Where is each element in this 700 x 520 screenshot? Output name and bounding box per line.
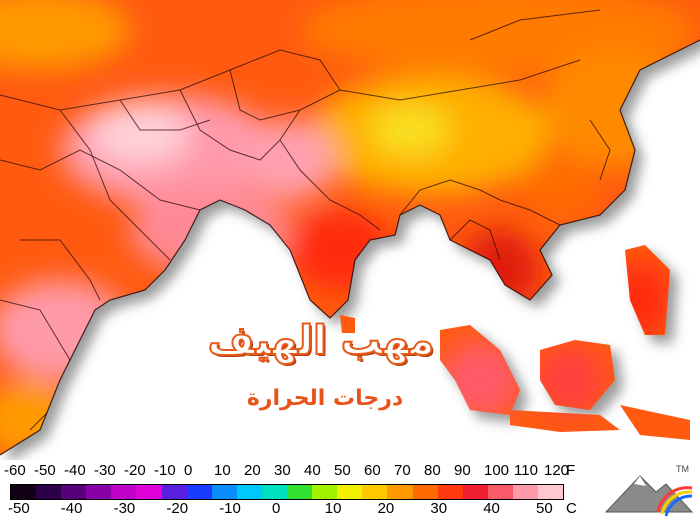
color-swatch [61, 485, 87, 499]
fahrenheit-tick: 90 [454, 462, 471, 479]
fahrenheit-scale: -60 -50 -40 -30 -20 -10 0 10 20 30 40 50 60 70 80 90 100… [4, 462, 586, 479]
fahrenheit-tick: 80 [424, 462, 441, 479]
celsius-tick: 30 [430, 500, 448, 517]
color-swatch [11, 485, 37, 499]
color-swatch [462, 485, 488, 499]
trademark-mark: TM [676, 464, 689, 474]
map-title: مهب الهيف [207, 317, 436, 365]
celsius-tick: 20 [377, 500, 395, 517]
celsius-tick: -20 [166, 500, 189, 517]
temperature-legend: -60 -50 -40 -30 -20 -10 0 10 20 30 40 50 60 70 80 90 100… [0, 460, 600, 520]
fahrenheit-tick: 20 [244, 462, 261, 479]
weather-logo: TM [604, 464, 694, 517]
temperature-map: مهب الهيف درجات الحرارة [0, 0, 700, 460]
fahrenheit-tick: 10 [214, 462, 231, 479]
color-swatch [186, 485, 212, 499]
celsius-tick: 50 [536, 500, 553, 517]
map-canvas [0, 0, 700, 460]
fahrenheit-tick: -10 [154, 462, 176, 479]
color-scale-bar [10, 484, 564, 500]
celsius-tick: -40 [60, 500, 83, 517]
fahrenheit-tick: -50 [34, 462, 56, 479]
color-swatch [211, 485, 237, 499]
fahrenheit-tick: 60 [364, 462, 381, 479]
color-swatch [287, 485, 313, 499]
color-swatch [261, 485, 288, 499]
color-swatch [437, 485, 463, 499]
color-swatch [136, 485, 162, 499]
celsius-tick: 10 [324, 500, 342, 517]
fahrenheit-unit: F [566, 462, 576, 479]
fahrenheit-tick: -30 [94, 462, 116, 479]
fahrenheit-tick: -20 [124, 462, 146, 479]
celsius-tick: -30 [113, 500, 136, 517]
fahrenheit-tick: 40 [304, 462, 321, 479]
color-swatch [537, 485, 564, 499]
map-subtitle: درجات الحرارة [246, 386, 404, 411]
celsius-unit: C [566, 500, 577, 517]
color-swatch [312, 485, 338, 499]
fahrenheit-tick: -40 [64, 462, 86, 479]
fahrenheit-tick: 30 [274, 462, 291, 479]
fahrenheit-tick: 110 [514, 462, 538, 479]
celsius-tick: -10 [219, 500, 241, 517]
celsius-tick: 40 [483, 500, 500, 517]
color-swatch [36, 485, 62, 499]
color-swatch [236, 485, 262, 499]
celsius-tick: 0 [272, 500, 281, 517]
fahrenheit-tick: 100 [484, 462, 510, 479]
fahrenheit-tick: 70 [394, 462, 411, 479]
color-swatch [387, 485, 413, 499]
color-swatch [111, 485, 137, 499]
fahrenheit-tick: 50 [334, 462, 351, 479]
color-swatch [487, 485, 513, 499]
color-swatch [86, 485, 112, 499]
celsius-tick: -50 [8, 500, 30, 517]
celsius-scale: -50 -40 -30 -20 -10 0 10 20 30 40 50 C [6, 500, 586, 517]
fahrenheit-tick: 0 [184, 462, 193, 479]
color-swatch [362, 485, 388, 499]
color-swatch [412, 485, 438, 499]
color-swatch [161, 485, 187, 499]
fahrenheit-tick: -60 [4, 462, 26, 479]
color-swatch [512, 485, 538, 499]
color-swatch [337, 485, 363, 499]
fahrenheit-tick: 120 [544, 462, 570, 479]
